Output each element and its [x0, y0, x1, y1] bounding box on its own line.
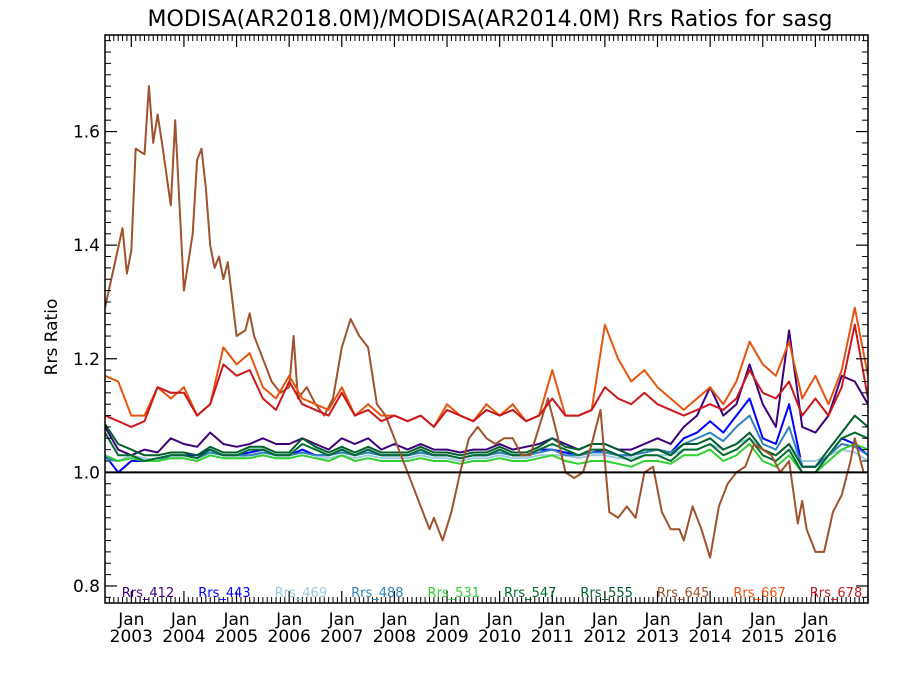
x-tick-label-month: Jan: [222, 610, 249, 630]
series-line-rrs-667: [105, 306, 868, 428]
y-tick-label: 1.6: [73, 123, 100, 143]
x-tick-label-year: 2007: [320, 627, 363, 647]
legend-entry-rrs-555: Rrs_555: [580, 586, 632, 601]
legend-entry-rrs-531: Rrs_531: [428, 586, 480, 601]
x-tick-label-month: Jan: [380, 610, 407, 630]
x-tick-label-month: Jan: [486, 610, 513, 630]
x-tick-label-month: Jan: [275, 610, 302, 630]
chart-title: MODISA(AR2018.0M)/MODISA(AR2014.0M) Rrs …: [148, 7, 833, 32]
legend-entry-rrs-645: Rrs_645: [657, 586, 709, 601]
legend-entry-rrs-469: Rrs_469: [275, 586, 327, 601]
x-tick-label-month: Jan: [801, 610, 828, 630]
x-tick-label-year: 2010: [478, 627, 521, 647]
x-tick-label-year: 2005: [215, 627, 258, 647]
y-axis-label: Rrs Ratio: [42, 299, 62, 376]
y-tick-label: 0.8: [73, 577, 100, 597]
x-tick-label-year: 2016: [794, 627, 837, 647]
x-tick-label-year: 2008: [373, 627, 416, 647]
series-line-rrs-531: [105, 443, 868, 474]
x-tick-label-month: Jan: [643, 610, 670, 630]
x-tick-label-month: Jan: [696, 610, 723, 630]
x-tick-label-year: 2015: [741, 627, 784, 647]
x-tick-label-month: Jan: [591, 610, 618, 630]
series-line-rrs-678: [105, 323, 868, 428]
x-tick-label-month: Jan: [749, 610, 776, 630]
legend-entry-rrs-443: Rrs_443: [198, 586, 250, 601]
x-tick-label-month: Jan: [538, 610, 565, 630]
series-line-rrs-547: [105, 431, 868, 474]
x-tick-label-year: 2013: [636, 627, 679, 647]
y-tick-label: 1.4: [73, 236, 100, 256]
x-tick-label-year: 2006: [268, 627, 311, 647]
x-tick-label-month: Jan: [170, 610, 197, 630]
x-tick-label-year: 2011: [531, 627, 574, 647]
x-tick-label-month: Jan: [117, 610, 144, 630]
x-tick-label-year: 2003: [110, 627, 153, 647]
x-tick-label-year: 2004: [162, 627, 205, 647]
legend-entry-rrs-678: Rrs_678: [810, 586, 862, 601]
plot-area: 0.81.01.21.41.6Jan2003Jan2004Jan2005Jan2…: [73, 34, 869, 647]
x-tick-label-month: Jan: [328, 610, 355, 630]
legend-entry-rrs-667: Rrs_667: [733, 586, 785, 601]
x-tick-label-month: Jan: [433, 610, 460, 630]
legend-entry-rrs-412: Rrs_412: [122, 586, 174, 601]
legend-entry-rrs-547: Rrs_547: [504, 586, 556, 601]
y-tick-label: 1.2: [73, 350, 100, 370]
legend-entry-rrs-488: Rrs_488: [351, 586, 403, 601]
x-tick-label-year: 2012: [583, 627, 626, 647]
x-tick-label-year: 2014: [689, 627, 732, 647]
x-tick-label-year: 2009: [425, 627, 468, 647]
y-tick-label: 1.0: [73, 463, 100, 483]
series-line-rrs-555: [105, 414, 868, 468]
